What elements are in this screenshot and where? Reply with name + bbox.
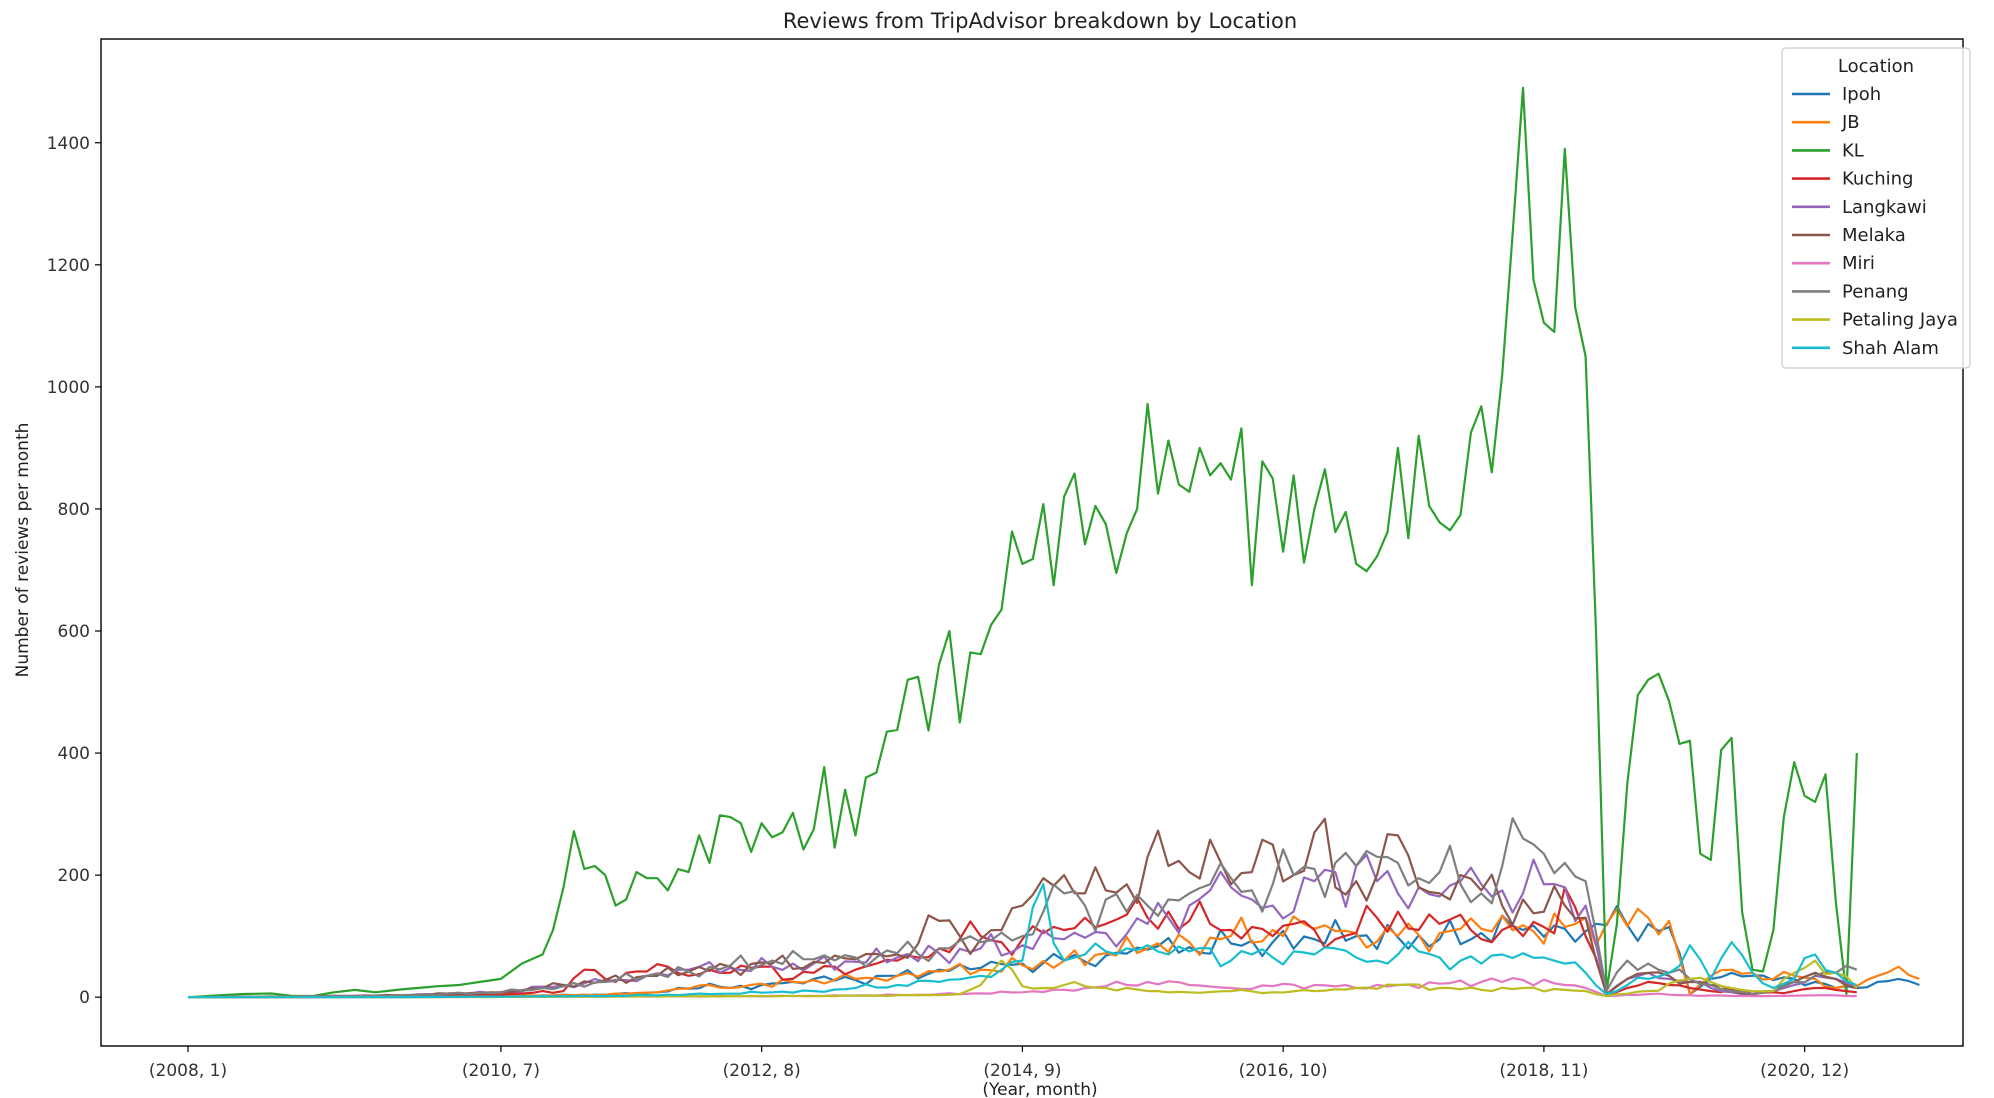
legend-entry: Melaka (1842, 225, 1906, 246)
series-line-kl (187, 86, 1858, 999)
series-line-penang (187, 817, 1858, 999)
x-tick-label: (2010, 7) (462, 1061, 540, 1081)
x-axis-label: (Year, month) (982, 1080, 1097, 1098)
x-tick-label: (2018, 11) (1499, 1061, 1588, 1081)
y-tick-label: 1200 (47, 256, 90, 276)
legend-box (1781, 47, 1971, 369)
legend-entry: Ipoh (1842, 84, 1881, 105)
x-axis: (2008, 1) (2010, 7) (2012, 8) (2014, 9) (201… (149, 1046, 1849, 1081)
y-axis-label: Number of reviews per month (13, 423, 33, 678)
y-tick-label: 800 (58, 500, 90, 520)
x-tick-label: (2016, 10) (1239, 1061, 1328, 1081)
series-lines (187, 86, 1920, 999)
legend-entry: Miri (1842, 253, 1875, 274)
legend-entry: Petaling Jaya (1842, 310, 1958, 331)
x-tick-label: (2020, 12) (1760, 1061, 1849, 1081)
legend-entry: Langkawi (1842, 197, 1927, 218)
series-line-shah-alam (188, 883, 1858, 999)
chart-title: Reviews from TripAdvisor breakdown by Lo… (783, 9, 1297, 33)
legend-entry: Penang (1842, 281, 1909, 302)
legend-entry: JB (1841, 112, 1860, 133)
y-tick-label: 600 (58, 622, 90, 642)
y-tick-label: 1400 (47, 134, 90, 154)
y-axis: 0 200 400 600 800 1000 1200 1400 (47, 134, 101, 1008)
legend-title: Location (1838, 56, 1914, 77)
y-tick-label: 200 (58, 866, 90, 886)
legend-entry: Kuching (1842, 169, 1913, 190)
x-tick-label: (2008, 1) (149, 1061, 227, 1081)
legend-entry: Shah Alam (1842, 338, 1939, 359)
y-tick-label: 400 (58, 744, 90, 764)
x-tick-label: (2014, 9) (983, 1061, 1061, 1081)
x-tick-label: (2012, 8) (723, 1061, 801, 1081)
legend-entry: KL (1842, 140, 1864, 161)
legend: Location Ipoh JB KL Kuching Langkawi Melaka Mir… (1781, 47, 1971, 369)
y-tick-label: 0 (79, 988, 90, 1008)
plot-area-frame (100, 38, 1964, 1047)
y-tick-label: 1000 (47, 378, 90, 398)
